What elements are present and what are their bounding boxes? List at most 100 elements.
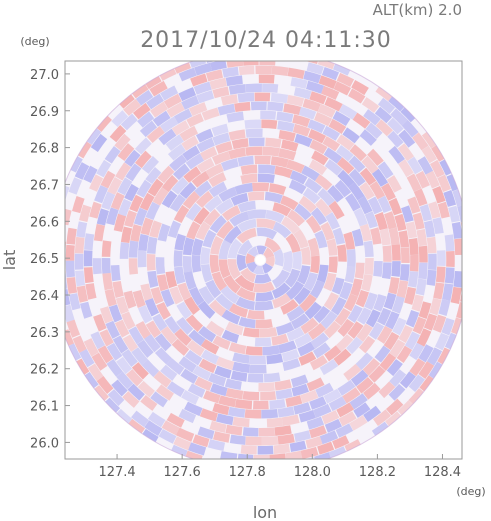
radar-cell — [163, 93, 182, 109]
radar-cell — [94, 385, 109, 401]
radar-cell — [286, 305, 305, 322]
radar-cell — [361, 97, 380, 113]
radar-cell — [399, 371, 416, 389]
radar-cell — [256, 245, 267, 255]
radar-cell — [211, 151, 231, 165]
radar-cell — [174, 233, 186, 251]
radar-cell — [412, 212, 425, 230]
radar-cell — [310, 332, 329, 349]
radar-cell — [186, 339, 205, 357]
radar-cell — [140, 217, 154, 236]
radar-cell — [212, 335, 231, 350]
radar-cell — [389, 339, 406, 358]
radar-cell — [199, 146, 218, 161]
radar-cell — [106, 207, 119, 226]
radar-cell — [259, 327, 278, 338]
radar-cell — [237, 200, 256, 213]
radar-cell — [336, 145, 354, 162]
y-axis: 26.0 26.1 26.2 26.3 26.4 26.5 26.6 26.7 26.8 26.9… — [30, 68, 70, 451]
radar-cell — [100, 170, 116, 189]
radar-cell — [307, 119, 326, 134]
radar-cell — [290, 77, 308, 89]
radar-cell — [421, 131, 437, 149]
radar-cell — [221, 309, 241, 325]
radar-cell — [387, 117, 404, 135]
radar-cell — [114, 133, 131, 151]
radar-cell — [180, 368, 198, 384]
radar-cell — [418, 262, 428, 280]
radar-cell — [176, 316, 194, 335]
radar-cell — [181, 389, 200, 405]
radar-cell — [367, 148, 384, 167]
radar-cell — [75, 270, 86, 287]
radar-cell — [229, 211, 250, 227]
radar-cell — [201, 107, 220, 121]
radar-cell — [247, 309, 265, 320]
radar-cell — [225, 75, 243, 87]
radar-cell — [376, 325, 393, 344]
radar-cell — [89, 174, 104, 192]
radar-cell — [230, 370, 248, 382]
radar-cell — [289, 170, 308, 185]
radar-cell — [205, 163, 224, 179]
radar-cell — [193, 81, 212, 95]
radar-cell — [270, 92, 289, 104]
radar-cell — [287, 67, 305, 79]
radar-cell — [210, 235, 224, 255]
radar-cell — [306, 377, 325, 392]
radar-cell — [173, 108, 193, 124]
radar-cell — [145, 201, 160, 221]
radar-cell — [324, 418, 343, 433]
radar-cell — [225, 424, 243, 436]
radar-cell — [121, 311, 136, 330]
radar-cell — [336, 134, 355, 151]
radar-cell — [277, 120, 295, 133]
radar-cell — [278, 148, 297, 161]
radar-cell — [300, 246, 311, 266]
radar-cell — [217, 103, 236, 116]
radar-cell — [202, 229, 217, 248]
radar-cell — [116, 371, 134, 390]
radar-cell — [264, 237, 281, 253]
radar-cell — [207, 439, 226, 451]
radar-cell — [132, 290, 146, 308]
radar-cell — [282, 250, 293, 273]
radar-cell — [234, 398, 253, 410]
radar-cell — [428, 361, 443, 379]
radar-cell — [322, 125, 341, 141]
radar-cell — [83, 250, 93, 267]
radar-cell — [328, 118, 347, 134]
radar-cell — [228, 147, 246, 160]
radar-cell — [179, 125, 199, 142]
radar-cell — [256, 227, 278, 240]
radar-cell — [374, 345, 391, 363]
radar-cell — [280, 298, 299, 315]
radar-cell — [409, 342, 425, 361]
radar-cell — [156, 301, 171, 320]
radar-cell — [257, 445, 274, 455]
radar-cell — [237, 453, 254, 459]
radar-cell — [216, 220, 234, 240]
radar-cell — [210, 383, 228, 397]
radar-cell — [118, 198, 132, 217]
radar-cell — [432, 217, 444, 235]
radar-cell — [169, 286, 184, 305]
radar-cell — [317, 187, 336, 206]
radar-cell — [254, 337, 272, 347]
radar-cell — [309, 279, 325, 299]
radar-cell — [210, 61, 227, 72]
radar-cell — [240, 173, 258, 185]
radar-cell — [125, 163, 142, 182]
radar-cell — [150, 101, 168, 118]
radar-cell — [303, 70, 322, 84]
radar-cell — [161, 174, 179, 193]
radar-cell — [66, 277, 78, 294]
radar-cell — [327, 185, 344, 203]
radar-cell — [290, 374, 309, 388]
radar-cell — [282, 358, 301, 371]
radar-cell — [258, 382, 275, 392]
y-tick-label: 26.3 — [30, 326, 59, 341]
radar-cell — [314, 230, 328, 249]
radar-cell — [154, 347, 172, 365]
radar-cell — [306, 416, 325, 430]
